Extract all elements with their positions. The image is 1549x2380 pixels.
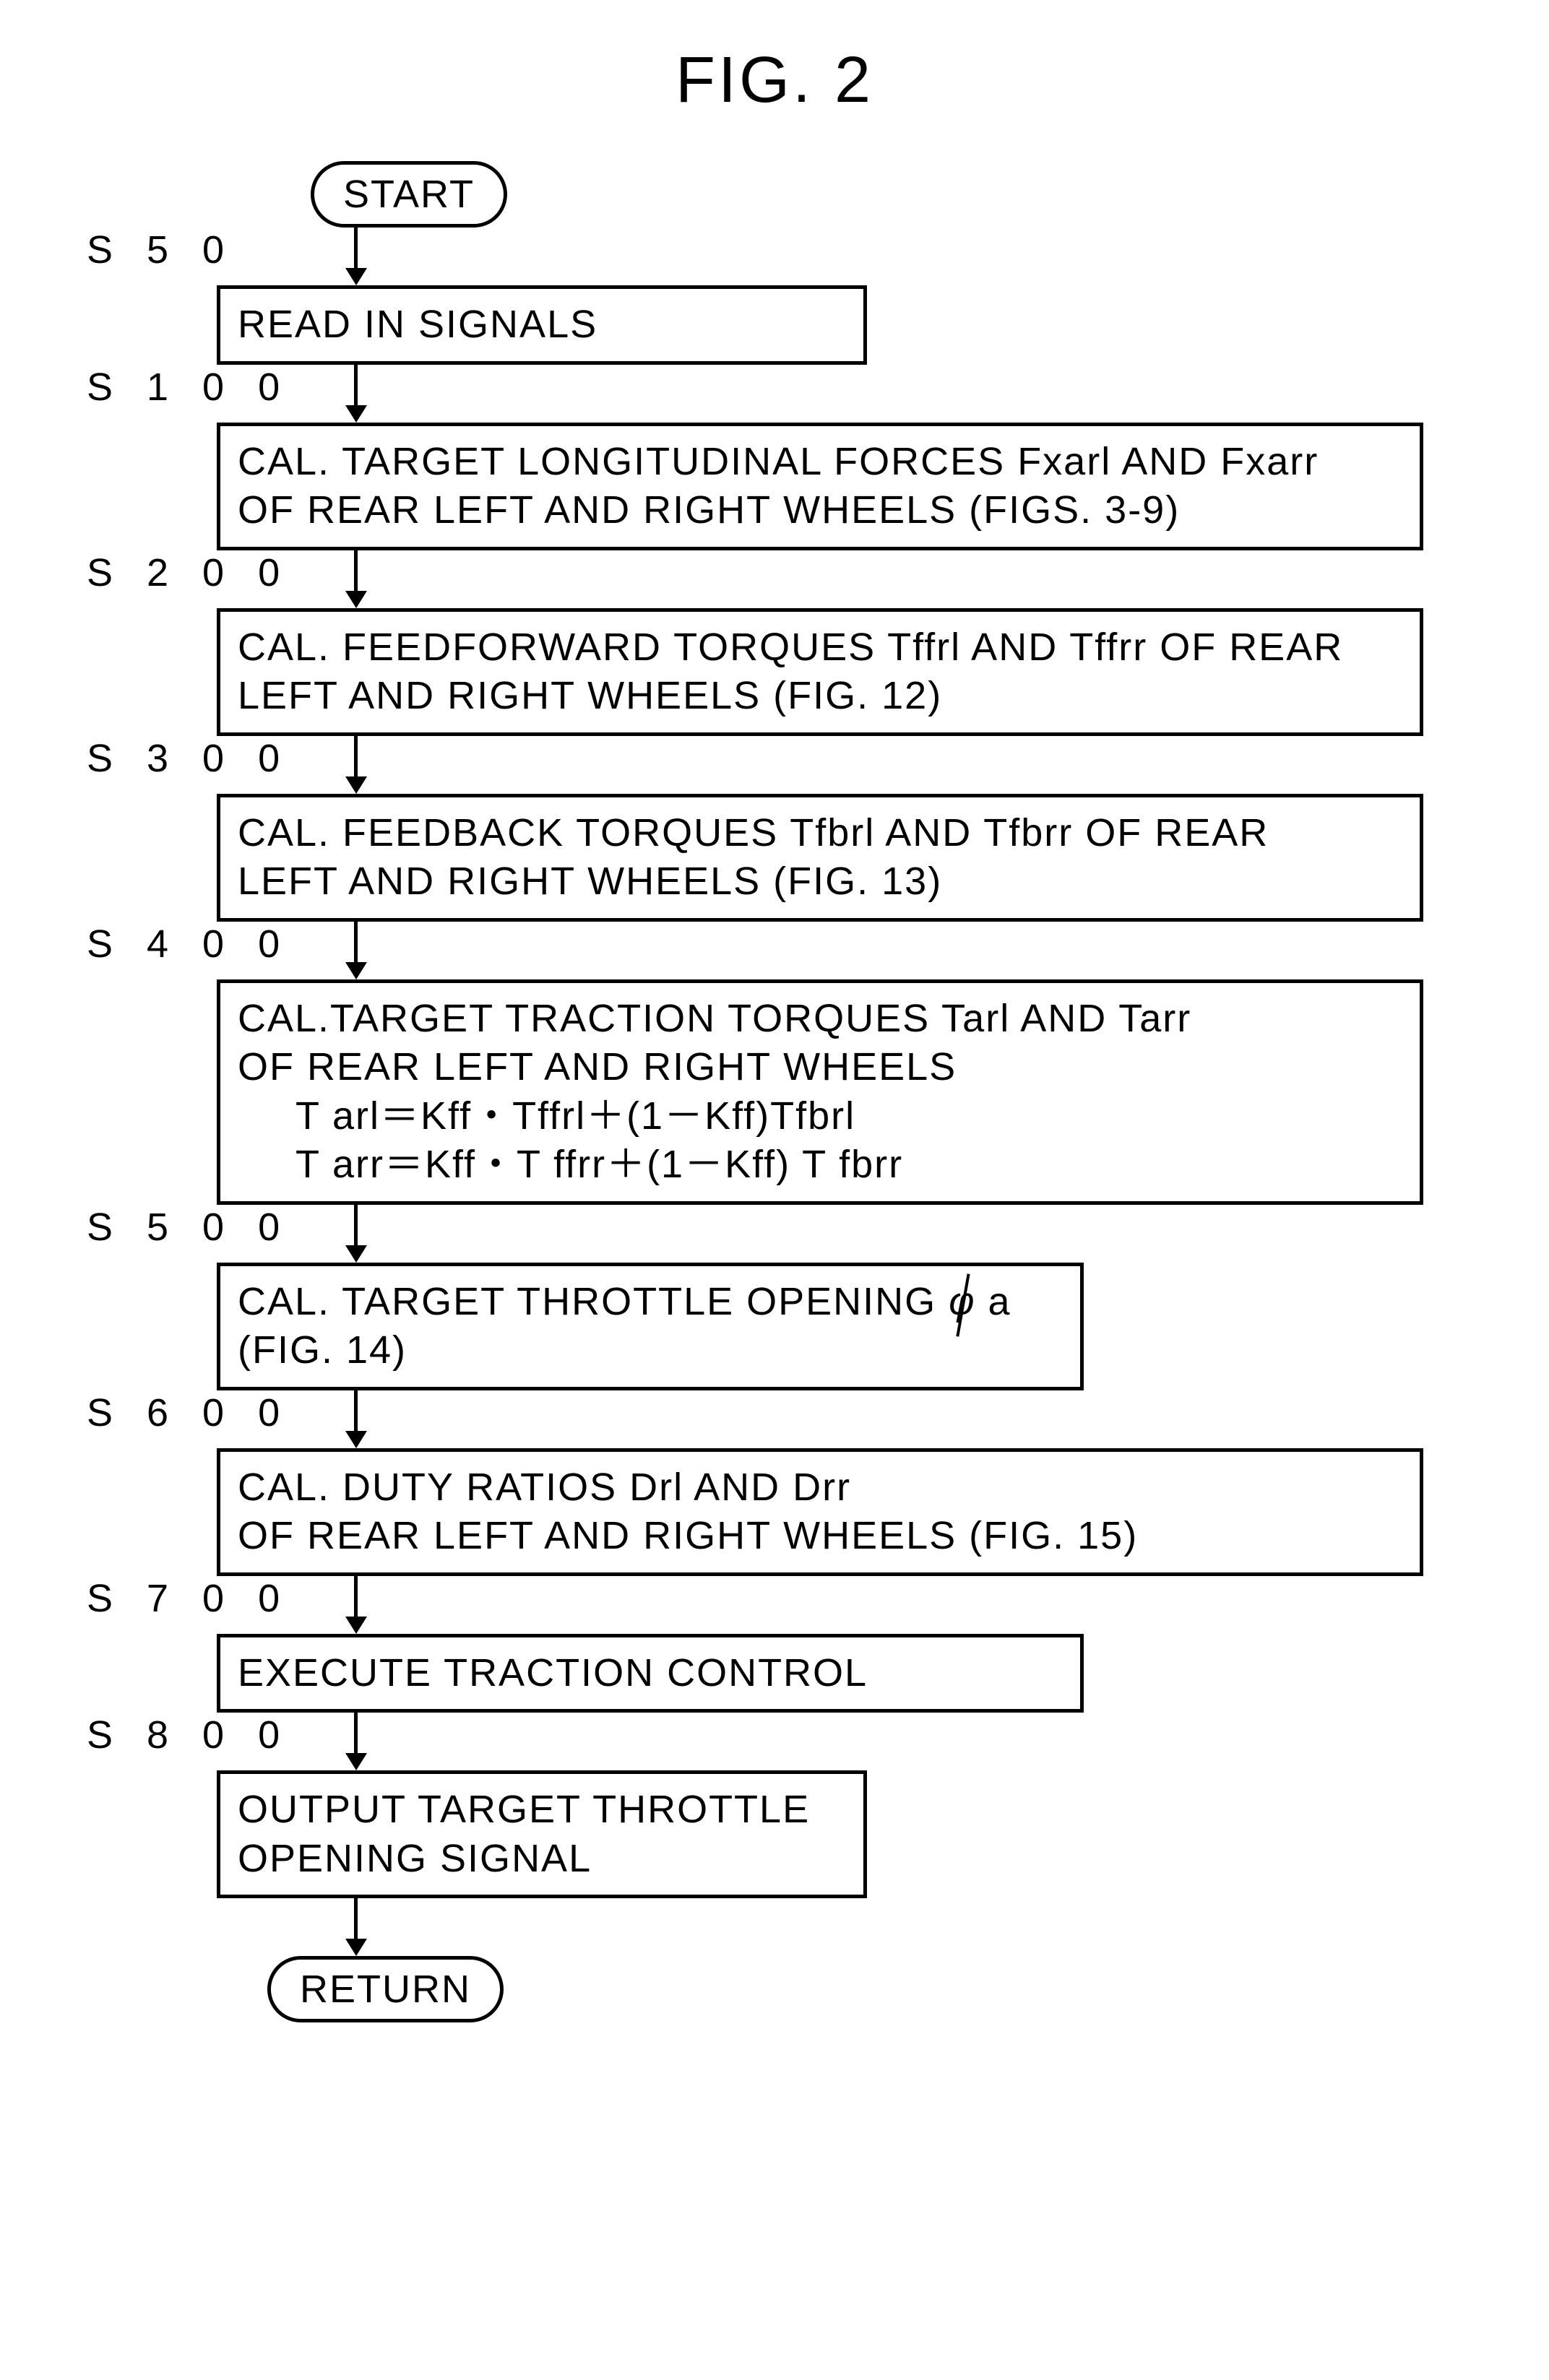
process-s700: EXECUTE TRACTION CONTROL (217, 1634, 1084, 1713)
formula-text: T arl＝Kff・Tffrl＋(1－Kff)Tfbrl (238, 1092, 1402, 1141)
arrow-icon: S 7 0 0 (354, 1576, 1423, 1634)
step-label-s100: S 1 0 0 (87, 365, 291, 410)
process-text: CAL. FEEDFORWARD TORQUES Tffrl AND Tffrr… (238, 626, 1343, 669)
process-s600: CAL. DUTY RATIOS Drl AND Drr OF REAR LEF… (217, 1448, 1423, 1576)
arrow-icon: S 2 0 0 (354, 550, 1423, 608)
arrow-icon: S 6 0 0 (354, 1390, 1423, 1448)
process-text: LEFT AND RIGHT WHEELS (FIG. 13) (238, 860, 942, 903)
formula-text: T arr＝Kff・T ffrr＋(1－Kff) T fbrr (238, 1141, 1402, 1190)
step-label-s50: S 5 0 (87, 228, 236, 272)
process-text: OF REAR LEFT AND RIGHT WHEELS (238, 1045, 957, 1089)
flowchart: START S 5 0 READ IN SIGNALS S 1 0 0 CAL.… (87, 161, 1423, 2022)
terminal-return: RETURN (267, 1956, 504, 2022)
process-s100: CAL. TARGET LONGITUDINAL FORCES Fxarl AN… (217, 423, 1423, 550)
arrow-icon: S 5 0 0 (354, 1205, 1423, 1263)
phi-symbol-icon: φ (949, 1278, 975, 1327)
process-text: LEFT AND RIGHT WHEELS (FIG. 12) (238, 674, 942, 717)
arrow-icon (354, 1898, 1423, 1956)
process-s200: CAL. FEEDFORWARD TORQUES Tffrl AND Tffrr… (217, 608, 1423, 736)
process-text: CAL. FEEDBACK TORQUES Tfbrl AND Tfbrr OF… (238, 811, 1269, 854)
process-s500: CAL. TARGET THROTTLE OPENING φ a (FIG. 1… (217, 1263, 1084, 1390)
process-text: CAL. TARGET LONGITUDINAL FORCES Fxarl AN… (238, 440, 1319, 483)
process-text: CAL. DUTY RATIOS Drl AND Drr (238, 1466, 851, 1509)
arrow-icon: S 3 0 0 (354, 736, 1423, 794)
arrow-icon: S 1 0 0 (354, 365, 1423, 423)
process-text: OUTPUT TARGET THROTTLE (238, 1788, 810, 1831)
process-s300: CAL. FEEDBACK TORQUES Tfbrl AND Tfbrr OF… (217, 794, 1423, 922)
figure-title: FIG. 2 (87, 43, 1462, 118)
step-label-s400: S 4 0 0 (87, 922, 291, 966)
process-s400: CAL.TARGET TRACTION TORQUES Tarl AND Tar… (217, 979, 1423, 1205)
process-text: OF REAR LEFT AND RIGHT WHEELS (FIG. 15) (238, 1514, 1138, 1557)
process-s50: READ IN SIGNALS (217, 285, 867, 365)
terminal-start: START (311, 161, 507, 228)
arrow-icon: S 5 0 (354, 228, 1423, 285)
step-label-s200: S 2 0 0 (87, 550, 291, 595)
process-text: CAL. TARGET THROTTLE OPENING (238, 1280, 949, 1323)
step-label-s600: S 6 0 0 (87, 1390, 291, 1435)
arrow-icon: S 4 0 0 (354, 922, 1423, 979)
arrow-icon: S 8 0 0 (354, 1713, 1423, 1770)
phi-suffix: a (988, 1280, 1011, 1323)
process-text: CAL.TARGET TRACTION TORQUES Tarl AND Tar… (238, 997, 1191, 1040)
step-label-s700: S 7 0 0 (87, 1576, 291, 1621)
process-text: OF REAR LEFT AND RIGHT WHEELS (FIGS. 3-9… (238, 488, 1180, 532)
process-text: (FIG. 14) (238, 1328, 407, 1372)
process-text: EXECUTE TRACTION CONTROL (238, 1651, 868, 1695)
process-text: OPENING SIGNAL (238, 1837, 592, 1880)
step-label-s800: S 8 0 0 (87, 1713, 291, 1757)
process-text: READ IN SIGNALS (238, 303, 597, 346)
process-s800: OUTPUT TARGET THROTTLE OPENING SIGNAL (217, 1770, 867, 1898)
step-label-s500: S 5 0 0 (87, 1205, 291, 1250)
step-label-s300: S 3 0 0 (87, 736, 291, 781)
